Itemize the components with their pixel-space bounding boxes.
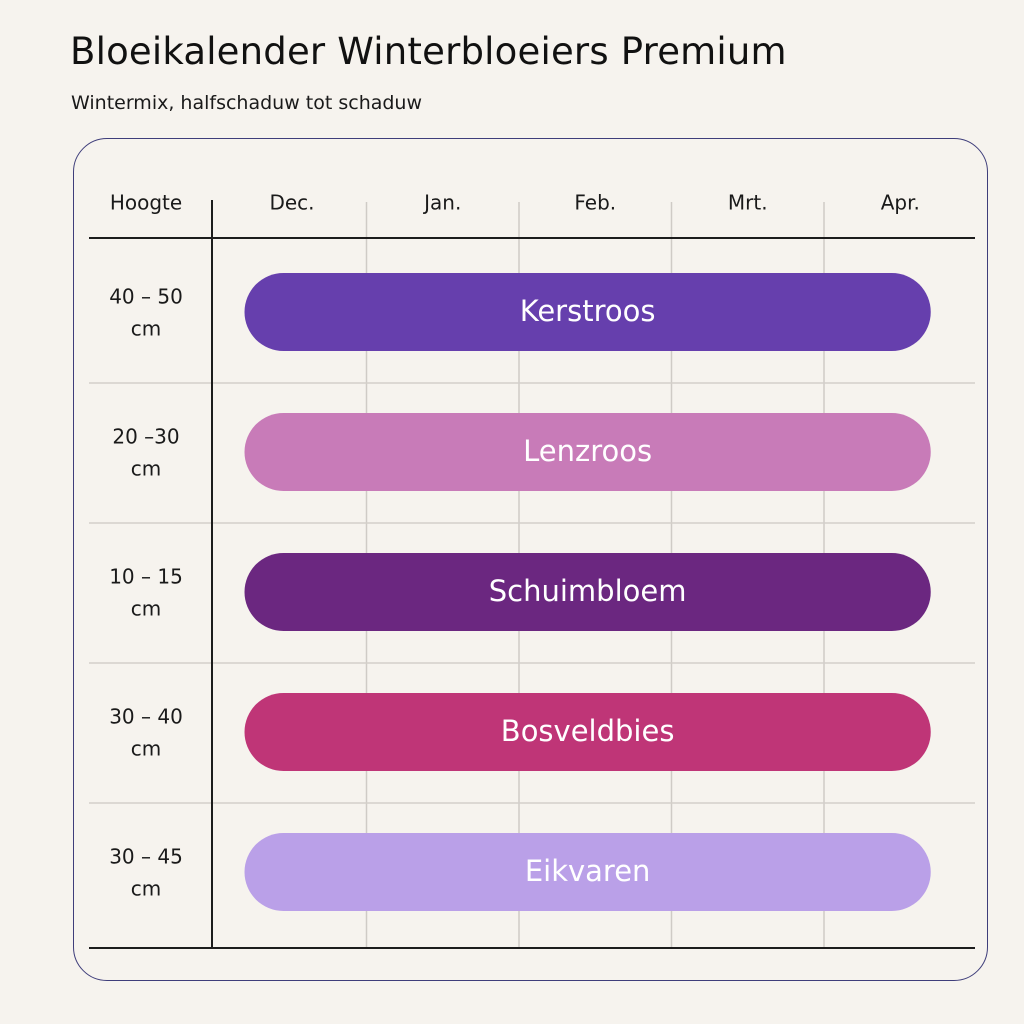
plant-name-label: Kerstroos xyxy=(520,294,656,328)
row-header-label: Hoogte xyxy=(110,191,182,215)
plant-name-label: Eikvaren xyxy=(525,854,651,888)
month-label: Feb. xyxy=(574,191,616,215)
plant-name-label: Schuimbloem xyxy=(489,574,687,608)
height-label: 20 –30 xyxy=(112,425,179,449)
plant-name-label: Bosveldbies xyxy=(501,714,675,748)
bloom-bar xyxy=(244,553,931,631)
bloom-bar xyxy=(244,693,931,771)
bloom-bar xyxy=(244,413,931,491)
height-unit-label: cm xyxy=(131,597,161,621)
height-label: 10 – 15 xyxy=(109,565,183,589)
height-unit-label: cm xyxy=(131,317,161,341)
height-label: 30 – 45 xyxy=(109,845,183,869)
page-title: Bloeikalender Winterbloeiers Premium xyxy=(70,30,787,73)
month-label: Mrt. xyxy=(728,191,768,215)
month-label: Apr. xyxy=(881,191,920,215)
height-unit-label: cm xyxy=(131,457,161,481)
height-unit-label: cm xyxy=(131,737,161,761)
height-label: 30 – 40 xyxy=(109,705,183,729)
bloom-bar xyxy=(244,833,931,911)
page-subtitle: Wintermix, halfschaduw tot schaduw xyxy=(71,92,423,114)
height-label: 40 – 50 xyxy=(109,285,183,309)
month-label: Dec. xyxy=(269,191,314,215)
calendar-card xyxy=(73,138,988,981)
bloom-bar xyxy=(244,273,931,351)
month-label: Jan. xyxy=(422,191,461,215)
height-unit-label: cm xyxy=(131,877,161,901)
plant-name-label: Lenzroos xyxy=(523,434,652,468)
